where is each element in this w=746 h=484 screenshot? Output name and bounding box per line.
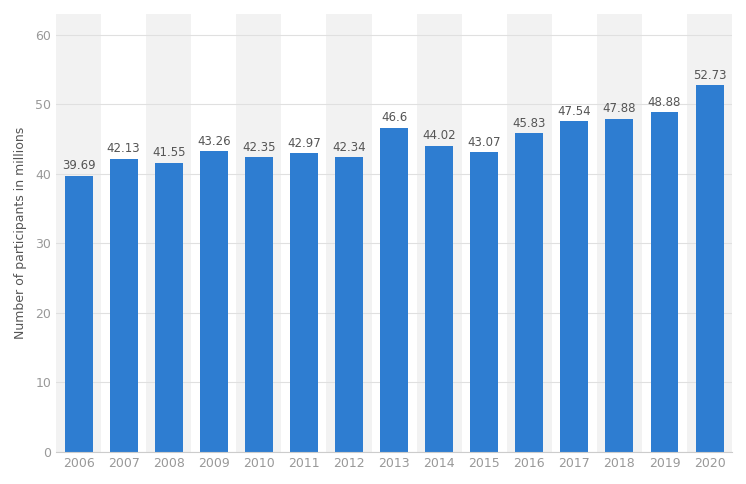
Bar <box>65 176 93 452</box>
Bar <box>335 157 363 452</box>
Bar <box>416 14 462 452</box>
Bar <box>245 157 273 452</box>
Bar <box>372 14 416 452</box>
Bar <box>281 14 327 452</box>
Bar <box>290 153 318 452</box>
Text: 42.13: 42.13 <box>107 142 140 155</box>
Y-axis label: Number of participants in millions: Number of participants in millions <box>14 127 27 339</box>
Bar <box>462 14 507 452</box>
Bar <box>56 14 101 452</box>
Bar <box>200 151 228 452</box>
Bar <box>695 85 724 452</box>
Text: 47.88: 47.88 <box>603 103 636 116</box>
Text: 48.88: 48.88 <box>648 95 681 108</box>
Bar <box>146 14 191 452</box>
Text: 42.97: 42.97 <box>287 136 321 150</box>
Bar <box>515 133 543 452</box>
Bar <box>651 112 678 452</box>
Bar <box>425 146 453 452</box>
Text: 47.54: 47.54 <box>557 105 591 118</box>
Text: 42.34: 42.34 <box>332 141 366 154</box>
Bar <box>552 14 597 452</box>
Bar <box>327 14 372 452</box>
Text: 52.73: 52.73 <box>693 69 727 82</box>
Bar <box>597 14 642 452</box>
Bar <box>154 163 183 452</box>
Bar <box>642 14 687 452</box>
Bar <box>380 128 408 452</box>
Bar <box>470 152 498 452</box>
Bar <box>110 159 138 452</box>
Text: 45.83: 45.83 <box>513 117 546 130</box>
Bar <box>560 121 589 452</box>
Text: 42.35: 42.35 <box>242 141 275 154</box>
Text: 46.6: 46.6 <box>381 111 407 124</box>
Text: 39.69: 39.69 <box>62 159 95 172</box>
Bar <box>687 14 732 452</box>
Text: 43.26: 43.26 <box>197 135 231 148</box>
Bar <box>507 14 552 452</box>
Bar <box>101 14 146 452</box>
Bar <box>236 14 281 452</box>
Bar <box>606 119 633 452</box>
Bar <box>191 14 236 452</box>
Text: 43.07: 43.07 <box>468 136 501 149</box>
Text: 44.02: 44.02 <box>422 129 456 142</box>
Text: 41.55: 41.55 <box>152 147 186 159</box>
